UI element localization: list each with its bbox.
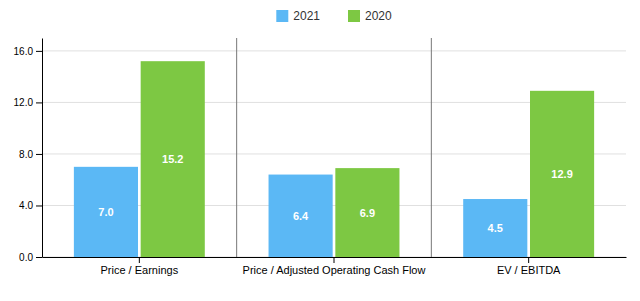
x-tick-label: Price / Earnings: [101, 264, 179, 276]
x-tick-label: EV / EBITDA: [497, 264, 561, 276]
y-tick-label: 4.0: [19, 200, 33, 211]
y-tick: 16.0: [14, 46, 42, 57]
grid: [42, 51, 626, 257]
chart-container: 7.0 6.4 4.5 15.2 6.9 12.9 0.0 4.0 8.0 12.0 16.0 Pri…: [0, 0, 640, 301]
y-tick-mark: [36, 257, 42, 258]
legend-swatch: [276, 10, 288, 22]
data-label: 6.4: [293, 210, 309, 222]
y-tick-mark: [36, 154, 42, 155]
bar: [141, 61, 205, 257]
bar: [269, 175, 333, 257]
y-tick-label: 12.0: [14, 97, 34, 108]
y-axis: 0.0 4.0 8.0 12.0 16.0: [14, 39, 43, 263]
legend-swatch: [348, 10, 360, 22]
x-tick-mark: [334, 257, 335, 263]
legend: 2021 2020: [276, 9, 392, 23]
bar: [74, 167, 138, 257]
group-divider: [431, 38, 432, 257]
y-tick-mark: [36, 51, 42, 52]
data-label: 15.2: [162, 153, 183, 165]
legend-item: 2020: [348, 9, 392, 23]
data-label: 7.0: [98, 206, 113, 218]
y-tick-mark: [36, 102, 42, 103]
y-tick: 12.0: [14, 97, 42, 108]
y-tick: 8.0: [19, 149, 42, 160]
grid-line: [42, 50, 626, 51]
data-labels: 7.0 6.4 4.5 15.2 6.9 12.9: [98, 153, 572, 234]
x-tick: Price / Adjusted Operating Cash Flow: [243, 257, 426, 276]
group-dividers: [237, 38, 432, 257]
legend-item: 2021: [276, 9, 320, 23]
bars: [74, 61, 594, 257]
x-tick-mark: [139, 257, 140, 263]
y-tick-label: 8.0: [19, 149, 33, 160]
x-tick-label: Price / Adjusted Operating Cash Flow: [243, 264, 426, 276]
y-axis-line: [42, 39, 43, 258]
y-tick-mark: [36, 205, 42, 206]
y-tick: 0.0: [19, 252, 42, 263]
y-tick-label: 16.0: [14, 46, 34, 57]
bar: [335, 168, 399, 257]
bar: [463, 199, 527, 257]
x-tick-mark: [528, 257, 529, 263]
legend-label: 2021: [293, 9, 320, 23]
legend-label: 2020: [365, 9, 392, 23]
y-tick-label: 0.0: [19, 252, 33, 263]
group-divider: [236, 38, 237, 257]
data-label: 12.9: [551, 168, 572, 180]
plot-area: 7.0 6.4 4.5 15.2 6.9 12.9 0.0 4.0 8.0 12.0 16.0 Pri…: [14, 38, 627, 276]
data-label: 4.5: [488, 222, 503, 234]
x-tick: EV / EBITDA: [497, 257, 561, 276]
x-tick: Price / Earnings: [101, 257, 179, 276]
y-tick: 4.0: [19, 200, 42, 211]
x-axis: Price / Earnings Price / Adjusted Operati…: [43, 257, 627, 276]
data-label: 6.9: [360, 207, 375, 219]
chart-svg: 7.0 6.4 4.5 15.2 6.9 12.9 0.0 4.0 8.0 12.0 16.0 Pri…: [0, 0, 640, 301]
bar: [530, 91, 594, 257]
